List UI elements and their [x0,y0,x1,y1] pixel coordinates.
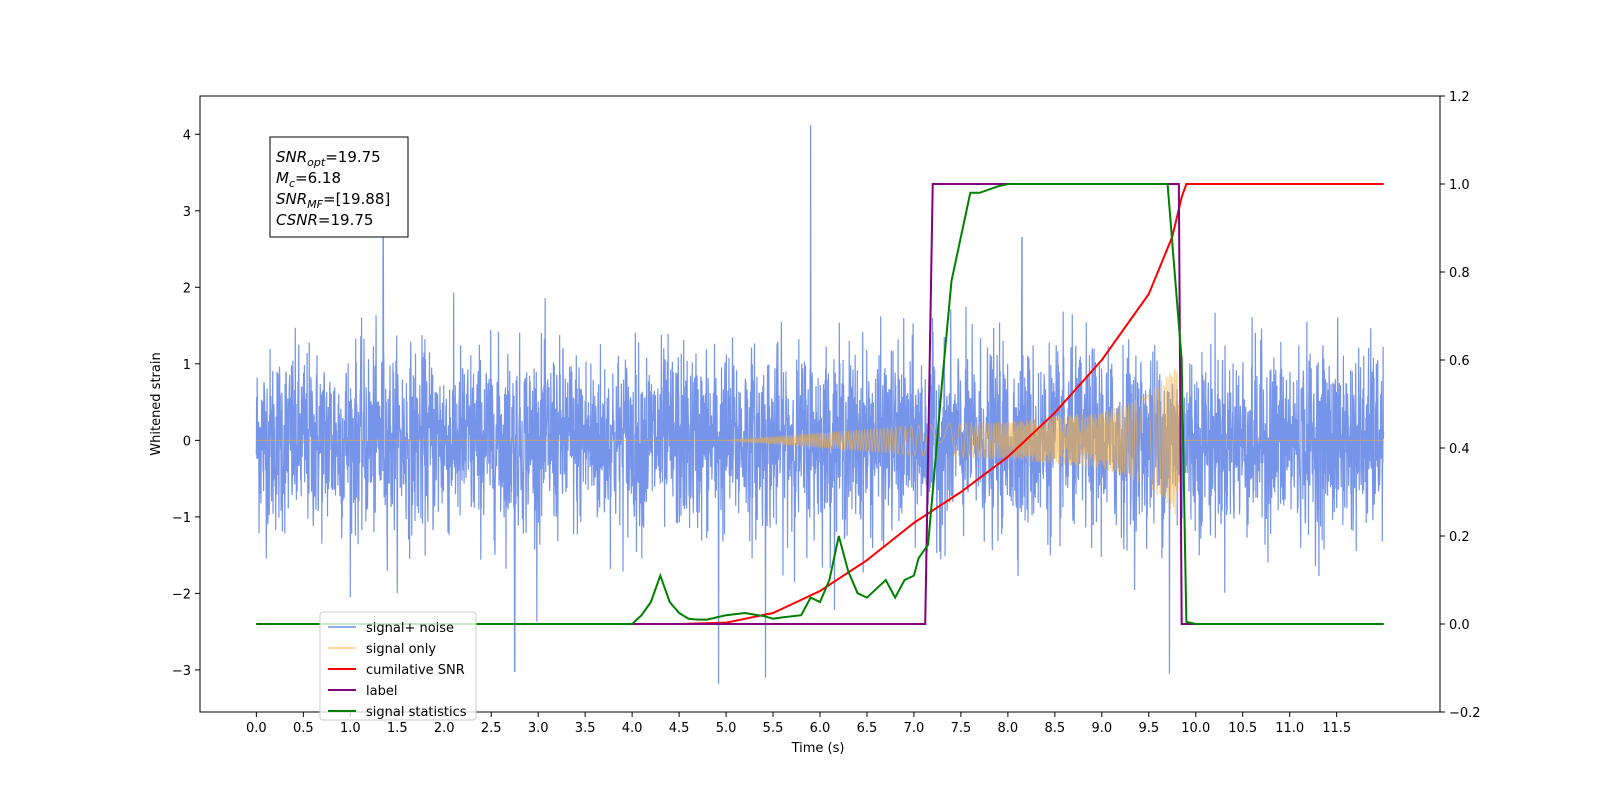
y-left-tick-label: 3 [183,205,191,220]
annotation-subscript: c [289,177,295,190]
legend: signal+ noise signal only cumilative SNR la… [319,611,477,721]
x-tick-label: 0.0 [246,721,267,736]
x-axis-label: Time (s) [791,741,845,756]
x-tick-label: 2.5 [481,721,502,736]
y-right-tick-label: 0.2 [1449,530,1470,545]
annotation-value: =6.18 [295,169,341,187]
annotation-box: SNRopt=19.75Mc=6.18SNRMF=[19.88]CSNR=19.… [269,136,409,238]
y-left-tick-label: 0 [183,434,191,449]
y-left-tick-label: 1 [183,358,191,373]
annotation-frame [269,136,409,238]
series-signal-noise [255,125,1385,684]
series-layer [255,125,1385,684]
annotation-line: CSNR=19.75 [276,211,373,229]
y-right-tick-label: −0.2 [1449,706,1481,721]
legend-entry: cumilative SNR [366,663,465,678]
x-tick-label: 6.0 [810,721,831,736]
series-signal-only [256,368,1384,515]
y-left-tick-label: −2 [172,587,191,602]
x-tick-label: 4.0 [622,721,643,736]
y-right-tick-label: 0.4 [1449,442,1470,457]
annotation-subscript: opt [307,156,326,169]
x-tick-label: 1.0 [340,721,361,736]
x-axis-ticks: 0.0 0.5 1.0 1.5 2.0 2.5 3.0 3.5 4.0 4.5 5.0 5.5 6.0 6… [246,712,1351,736]
legend-entry: signal+ noise [366,621,454,636]
annotation-symbol: M [276,169,289,187]
x-tick-label: 11.5 [1322,721,1351,736]
annotation-value: =19.75 [325,148,381,166]
annotation-value: =19.75 [318,211,374,229]
y-right-tick-label: 0.0 [1449,618,1470,633]
x-tick-label: 1.5 [387,721,408,736]
x-tick-label: 7.0 [904,721,925,736]
x-tick-label: 8.0 [998,721,1019,736]
annotation-symbol: SNR [276,190,307,208]
x-tick-label: 6.5 [857,721,878,736]
y-left-tick-label: 2 [183,281,191,296]
x-tick-label: 5.5 [763,721,784,736]
x-tick-label: 5.0 [716,721,737,736]
annotation-line: SNRMF=[19.88] [276,190,390,211]
y-axis-label: Whitened strain [149,352,164,455]
legend-entry: signal statistics [366,705,467,720]
x-tick-label: 9.5 [1138,721,1159,736]
y-right-tick-label: 1.0 [1449,178,1470,193]
annotation-value: =[19.88] [323,190,390,208]
x-tick-label: 3.0 [528,721,549,736]
legend-frame [319,611,477,721]
y-right-tick-label: 1.2 [1449,90,1470,105]
y-axis-right-ticks: −0.2 0.0 0.2 0.4 0.6 0.8 1.0 1.2 [1440,90,1481,721]
x-tick-label: 7.5 [951,721,972,736]
series-signal-statistics [256,183,1384,625]
x-tick-label: 8.5 [1045,721,1066,736]
annotation-symbol: SNR [276,148,307,166]
series-cumilative-snr [256,183,1384,625]
y-right-tick-label: 0.6 [1449,354,1470,369]
legend-entry: signal only [366,642,436,657]
x-tick-label: 11.0 [1275,721,1304,736]
x-tick-label: 0.5 [293,721,314,736]
x-tick-label: 3.5 [575,721,596,736]
y-left-tick-label: −1 [172,511,191,526]
y-left-tick-label: 4 [183,128,191,143]
annotation-subscript: MF [307,198,323,211]
legend-entry: label [366,684,397,699]
y-left-tick-label: −3 [172,664,191,679]
annotation-line: Mc=6.18 [276,169,341,190]
annotation-symbol: CSNR [276,211,318,229]
x-tick-label: 9.0 [1091,721,1112,736]
x-tick-label: 10.5 [1228,721,1257,736]
annotation-line: SNRopt=19.75 [276,148,381,169]
y-right-tick-label: 0.8 [1449,266,1470,281]
y-axis-left-ticks: −3 −2 −1 0 1 2 3 4 [172,128,200,679]
x-tick-label: 10.0 [1181,721,1210,736]
x-tick-label: 4.5 [669,721,690,736]
x-tick-label: 2.0 [434,721,455,736]
